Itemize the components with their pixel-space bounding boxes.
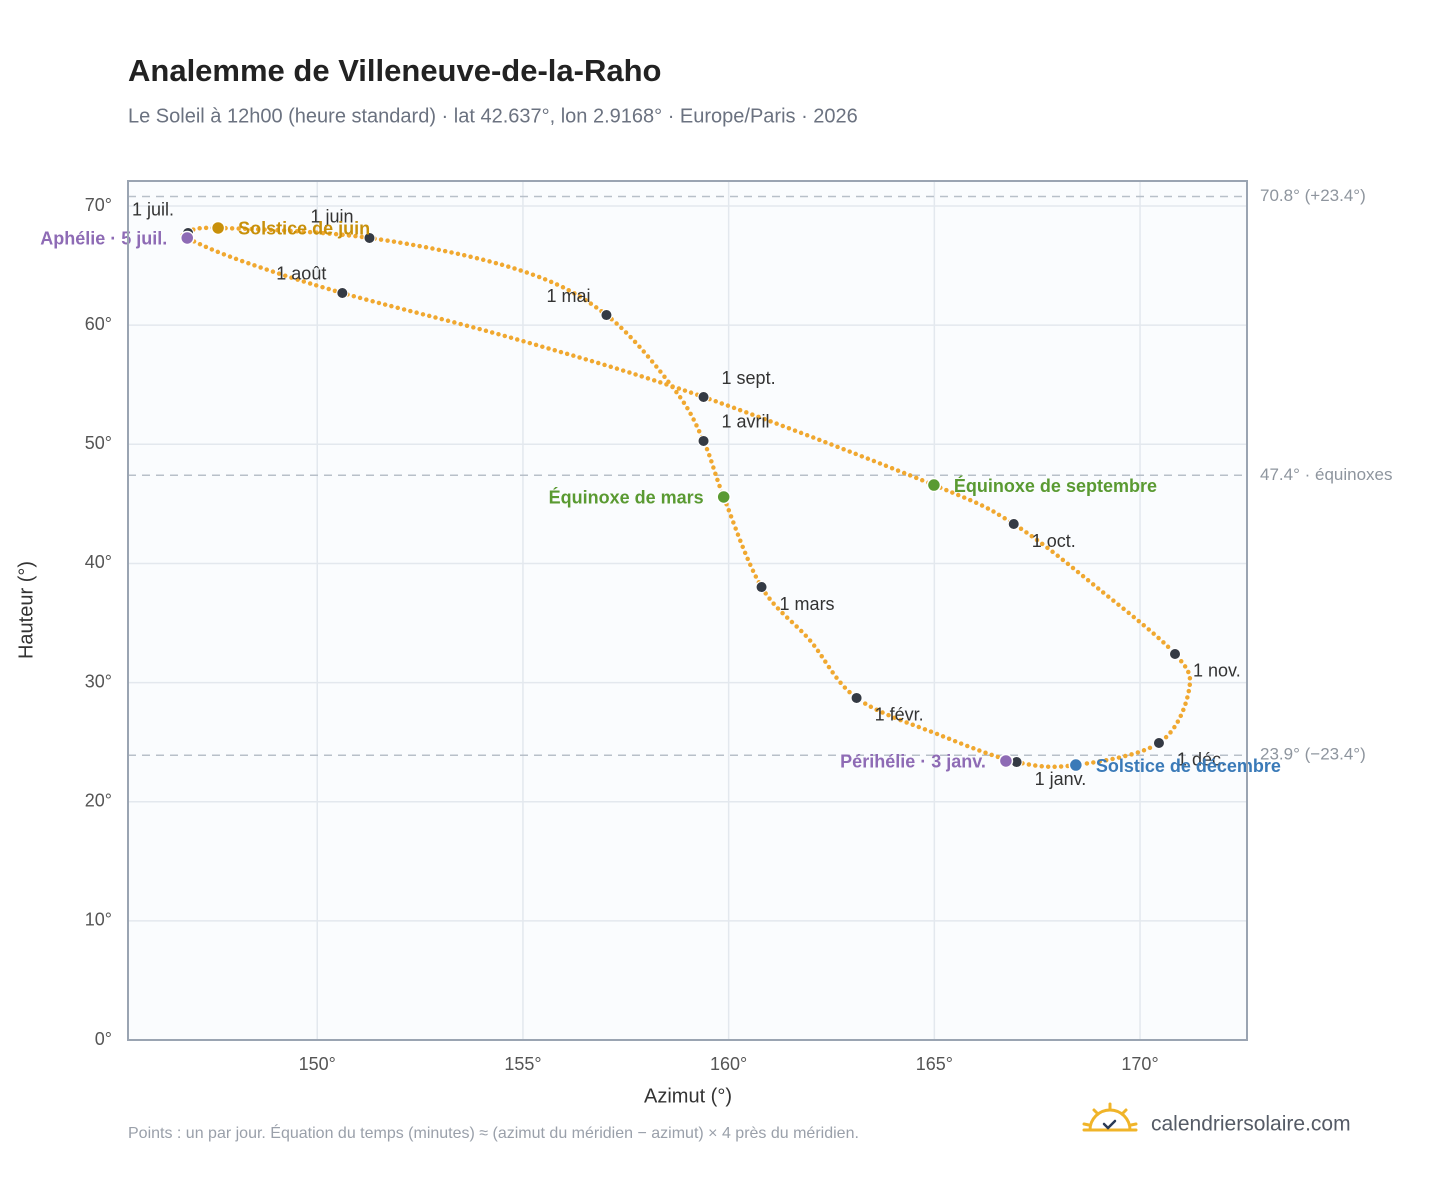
event-marker (998, 753, 1014, 769)
month-label: 1 janv. (1035, 769, 1087, 789)
plot-frame (127, 180, 1248, 1041)
y-tick-label: 50° (85, 433, 112, 453)
month-label: 1 juin (310, 207, 353, 227)
month-marker (1007, 518, 1020, 531)
event-marker (210, 220, 226, 236)
month-label: 1 mai (546, 286, 590, 306)
x-tick-label: 155° (504, 1054, 541, 1074)
y-tick-label: 10° (85, 910, 112, 930)
brand: calendriersolaire.com (1151, 1113, 1351, 1136)
x-axis-label: Azimut (°) (644, 1085, 732, 1107)
y-tick-label: 20° (85, 790, 112, 810)
reference-label: 23.9° (−23.4°) (1260, 745, 1366, 764)
month-marker (363, 231, 376, 244)
x-tick-label: 170° (1121, 1054, 1158, 1074)
event-marker (1068, 757, 1084, 773)
event-label: Équinoxe de septembre (954, 475, 1157, 496)
footnote: Points : un par jour. Équation du temps … (128, 1123, 859, 1142)
event-label: Solstice de décembre (1096, 756, 1281, 776)
x-tick-label: 160° (710, 1054, 747, 1074)
event-label: Solstice de juin (238, 219, 370, 239)
reference-label: 70.8° (+23.4°) (1260, 186, 1366, 205)
y-axis-label: Hauteur (°) (15, 561, 37, 659)
month-label: 1 févr. (875, 705, 924, 725)
month-marker (755, 581, 768, 594)
event-label: Périhélie · 3 janv. (840, 752, 986, 772)
chart-subtitle: Le Soleil à 12h00 (heure standard) · lat… (128, 105, 858, 127)
month-marker (336, 286, 349, 299)
month-label: 1 nov. (1193, 661, 1241, 681)
month-marker (697, 434, 710, 447)
month-marker (1152, 736, 1165, 749)
chart-title: Analemme de Villeneuve-de-la-Raho (128, 53, 661, 88)
month-label: 1 déc. (1177, 750, 1226, 770)
brand-logo (1082, 1102, 1138, 1132)
reference-lines: 70.8° (+23.4°) 47.4° · équinoxes 23.9° (−2… (128, 186, 1393, 764)
month-label: 1 août (276, 264, 326, 284)
month-marker (697, 391, 710, 404)
month-label: 1 sept. (722, 368, 776, 388)
event-marker (716, 489, 731, 505)
month-marker (600, 309, 613, 322)
x-tick-label: 165° (916, 1054, 953, 1074)
y-tick-label: 0° (95, 1029, 112, 1049)
month-label: 1 juil. (132, 200, 174, 220)
month-label: 1 oct. (1032, 531, 1076, 551)
event-marker (926, 477, 942, 493)
month-label: 1 mars (780, 594, 835, 614)
y-tick-label: 40° (85, 552, 112, 572)
event-label: Équinoxe de mars (549, 487, 704, 508)
y-tick-label: 60° (85, 314, 112, 334)
x-tick-label: 150° (299, 1054, 336, 1074)
month-marker (850, 691, 863, 704)
plot-area (128, 181, 1247, 1040)
month-marker (1169, 647, 1182, 660)
reference-label: 47.4° · équinoxes (1260, 465, 1393, 484)
event-label: Aphélie · 5 juil. (40, 229, 167, 249)
event-marker (179, 230, 195, 246)
plot: 1 janv. 1 févr. 1 mars 1 avril 1 mai 1 juin 1 … (40, 200, 1281, 789)
month-label: 1 avril (722, 412, 770, 432)
y-tick-label: 30° (85, 671, 112, 691)
y-tick-label: 70° (85, 195, 112, 215)
